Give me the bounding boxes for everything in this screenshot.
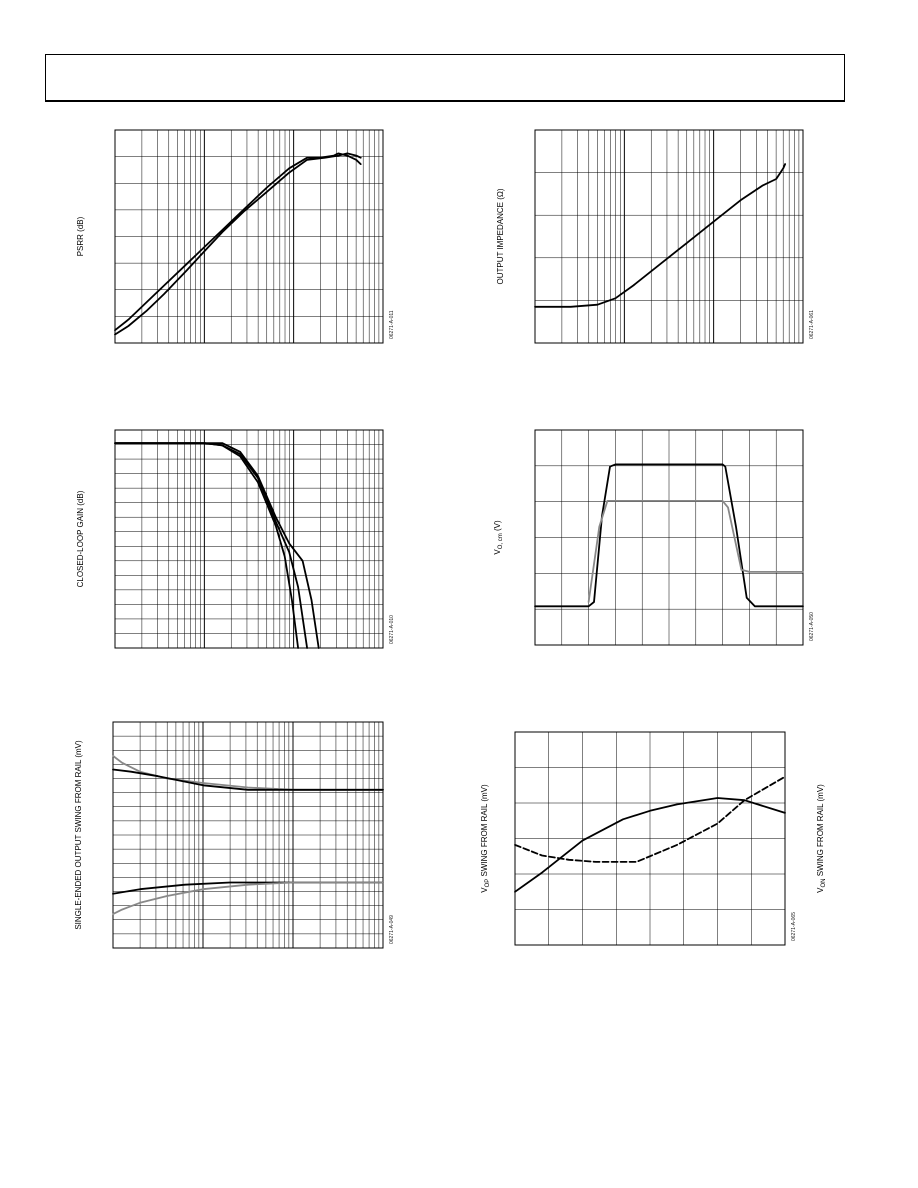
output-swing-chart: SINGLE-ENDED OUTPUT SWING FROM RAIL (mV)… bbox=[74, 721, 395, 949]
vocm-step-chart: VO, cm (V) 06271-A-050 bbox=[493, 429, 815, 646]
series-line-1 bbox=[534, 163, 786, 308]
grid bbox=[514, 731, 786, 946]
figure-id: 06271-A-011 bbox=[389, 310, 395, 339]
y-axis-label: VO, cm (V) bbox=[493, 520, 504, 555]
psrr-chart: PSRR (dB) 06271-A-011 bbox=[76, 129, 395, 344]
y-axis-label: CLOSED-LOOP GAIN (dB) bbox=[76, 490, 85, 587]
series-line-2 bbox=[587, 499, 804, 603]
series-line-2 bbox=[114, 152, 362, 336]
y-axis-label: SINGLE-ENDED OUTPUT SWING FROM RAIL (mV) bbox=[74, 740, 83, 930]
swing-vs-temperature-chart: VOP SWING FROM RAIL (mV) VON SWING FROM R… bbox=[480, 731, 827, 946]
y-axis-label-right: VON SWING FROM RAIL (mV) bbox=[816, 784, 827, 893]
page-header-box bbox=[45, 54, 845, 102]
series-line-1 bbox=[112, 755, 384, 791]
figure-id: 06271-A-061 bbox=[809, 310, 815, 339]
series-line-1 bbox=[514, 797, 786, 893]
output-impedance-chart: OUTPUT IMPEDANCE (Ω) 06271-A-061 bbox=[496, 129, 815, 344]
y-axis-label: OUTPUT IMPEDANCE (Ω) bbox=[496, 188, 505, 284]
grid bbox=[534, 129, 804, 344]
figure-id: 06271-A-065 bbox=[791, 912, 797, 941]
figure-id: 06271-A-010 bbox=[389, 615, 395, 644]
y-axis-label: PSRR (dB) bbox=[76, 216, 85, 256]
y-axis-label-left: VOP SWING FROM RAIL (mV) bbox=[480, 784, 491, 893]
grid bbox=[112, 721, 384, 949]
series-line-4 bbox=[112, 881, 384, 915]
figure-id: 06271-A-049 bbox=[389, 915, 395, 944]
plot-frame bbox=[114, 129, 384, 344]
plot-frame bbox=[534, 429, 804, 646]
grid bbox=[534, 429, 804, 646]
series-line-1 bbox=[114, 152, 362, 332]
series-line-3 bbox=[114, 442, 320, 649]
figure-id: 06271-A-050 bbox=[809, 612, 815, 641]
closed-loop-gain-chart: CLOSED-LOOP GAIN (dB) 06271-A-010 bbox=[76, 429, 395, 649]
plot-frame bbox=[534, 129, 804, 344]
plot-frame bbox=[114, 429, 384, 649]
series-line-2 bbox=[514, 775, 786, 863]
series-line-1 bbox=[534, 463, 804, 608]
plot-frame bbox=[514, 731, 786, 946]
series-line-2 bbox=[112, 768, 384, 791]
grid bbox=[114, 129, 384, 344]
plot-frame bbox=[112, 721, 384, 949]
